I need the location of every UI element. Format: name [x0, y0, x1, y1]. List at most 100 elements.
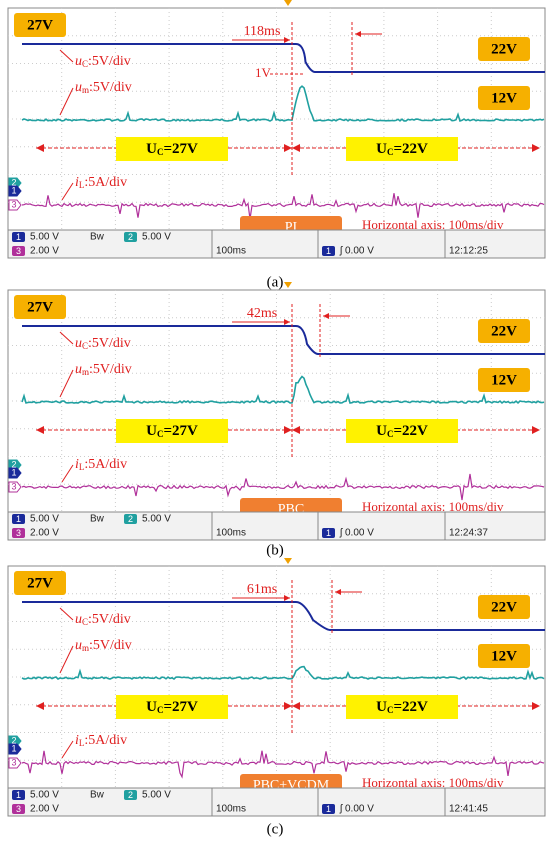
note-arrow	[59, 87, 74, 116]
channel-number: 3	[16, 246, 21, 256]
text: :5V/div	[88, 54, 131, 69]
voltage-high: 27V	[27, 17, 53, 33]
channel-marker-label: 1	[11, 743, 16, 753]
channel-marker-label: 1	[11, 185, 16, 195]
ch1-scale: 5.00 V	[30, 232, 59, 243]
voltage-low-box	[478, 319, 530, 343]
status-bar	[7, 787, 546, 817]
channel-chip	[12, 804, 25, 814]
ch2-scale: 5.00 V	[142, 790, 171, 801]
trigger-marker	[284, 282, 292, 288]
trigger-level: ʃ 0.00 V	[339, 804, 374, 815]
subscript: C	[82, 59, 88, 69]
subscript: C	[157, 705, 164, 715]
voltage-mid-box	[478, 368, 530, 392]
symbol: U	[376, 141, 387, 157]
region-box	[346, 419, 458, 443]
channel-marker-label: 3	[11, 757, 16, 767]
subscript: m	[82, 643, 89, 653]
um-scale: um:5V/div	[75, 80, 132, 95]
note-arrow	[59, 49, 74, 63]
text: :5V/div	[89, 362, 132, 377]
subscript: C	[387, 147, 394, 157]
trace-ch2	[21, 375, 545, 405]
trigger-marker	[284, 0, 292, 6]
channel-marker	[8, 199, 22, 211]
ch3-scale: 2.00 V	[30, 528, 59, 539]
symbol: i	[75, 457, 79, 472]
status-bar	[7, 511, 546, 541]
timebase: 100ms	[216, 528, 246, 539]
voltage-mid: 12V	[491, 372, 517, 388]
voltage-mid-box	[478, 644, 530, 668]
voltage-high-box	[14, 13, 66, 37]
text: :5V/div	[89, 638, 132, 653]
channel-marker-label: 1	[11, 467, 16, 477]
voltage-low-box	[478, 37, 530, 61]
arrowhead	[284, 37, 290, 43]
text: =27V	[163, 423, 198, 439]
channel-marker	[8, 185, 22, 197]
trace-ch2	[21, 665, 545, 681]
arrowhead	[284, 595, 290, 601]
channel-number: 1	[326, 246, 331, 256]
delay: 118ms	[244, 24, 281, 39]
arrowhead	[36, 702, 540, 710]
symbol: u	[75, 336, 82, 351]
left-region: UC=27V	[146, 141, 198, 157]
channel-marker-label: 3	[11, 199, 16, 209]
trigger-level: ʃ 0.00 V	[339, 528, 374, 539]
subscript: L	[79, 738, 85, 748]
text: :5V/div	[88, 612, 131, 627]
channel-marker-label: 2	[11, 459, 16, 469]
channel-chip	[124, 232, 137, 242]
subscript: C	[157, 429, 164, 439]
il-scale: iL:5A/div	[75, 457, 127, 472]
clock: 12:41:45	[449, 804, 488, 815]
channel-chip	[12, 246, 25, 256]
axis-note: Horizontal axis: 100ms/div	[362, 775, 504, 790]
ch1-scale: 5.00 V	[30, 514, 59, 525]
clock: 12:12:25	[449, 246, 488, 257]
symbol: U	[376, 423, 387, 439]
channel-chip	[322, 804, 335, 814]
trace-ch3	[21, 473, 545, 501]
symbol: u	[75, 362, 82, 377]
channel-marker-label: 3	[11, 481, 16, 491]
subscript: C	[82, 617, 88, 627]
oscilloscope-panel: 21327V22V12V61msuC:5V/divum:5V/diviL:5A/…	[7, 558, 546, 837]
voltage-low: 22V	[491, 599, 517, 615]
oscilloscope-panel: 21327V22V12V42msuC:5V/divum:5V/diviL:5A/…	[7, 282, 546, 558]
note-arrow	[59, 369, 74, 398]
subscript: C	[157, 147, 164, 157]
text: =22V	[393, 699, 428, 715]
caption: (a)	[267, 274, 284, 290]
il-scale: iL:5A/div	[75, 175, 127, 190]
symbol: u	[75, 612, 82, 627]
channel-marker-label: 2	[11, 177, 16, 187]
subscript: C	[387, 429, 394, 439]
trigger-level: ʃ 0.00 V	[339, 246, 374, 257]
text: =22V	[393, 141, 428, 157]
subscript: L	[79, 180, 85, 190]
bandwidth: Bᴡ	[90, 514, 105, 525]
ch3-scale: 2.00 V	[30, 804, 59, 815]
arrowhead	[36, 144, 540, 152]
right-region: UC=22V	[376, 423, 428, 439]
region-box	[346, 695, 458, 719]
axis-note: Horizontal axis: 100ms/div	[362, 217, 504, 232]
arrowhead	[36, 426, 540, 434]
symbol: U	[146, 141, 157, 157]
channel-chip	[322, 246, 335, 256]
text: =27V	[163, 699, 198, 715]
region-box	[116, 137, 228, 161]
subscript: m	[82, 367, 89, 377]
subscript: C	[82, 341, 88, 351]
trace-ch3	[21, 750, 545, 779]
dip: 1V	[255, 65, 272, 80]
channel-number: 2	[128, 514, 133, 524]
note-arrow	[59, 331, 74, 345]
region-box	[116, 419, 228, 443]
voltage-high: 27V	[27, 575, 53, 591]
arrowhead	[355, 31, 361, 37]
